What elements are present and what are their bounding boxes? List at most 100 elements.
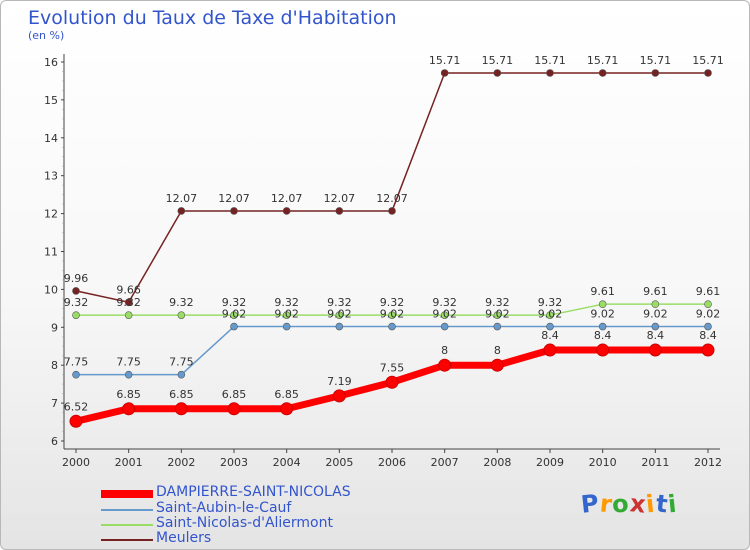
data-label: 9.02 [485,308,510,321]
data-point [648,343,662,357]
x-tick-label: 2009 [536,456,564,469]
data-label: 9.32 [485,296,510,309]
data-label: 12.07 [271,192,303,205]
proxiti-logo: Proxiti [580,489,679,519]
data-point [282,311,291,319]
data-label: 15.71 [640,54,672,67]
y-tick-label: 12 [44,208,58,221]
data-label: 9.32 [222,296,247,309]
data-label: 15.71 [534,54,566,67]
data-point [388,311,396,319]
data-label: 8.4 [699,329,717,342]
x-tick-label: 2007 [431,456,459,469]
data-point [543,343,557,357]
data-point [227,402,241,416]
y-tick-label: 15 [44,94,58,107]
data-label: 7.55 [380,361,405,374]
data-point [69,414,83,428]
data-label: 12.07 [324,192,356,205]
y-tick-label: 13 [44,170,58,183]
data-label: 9.61 [643,285,668,298]
data-label: 9.32 [64,296,89,309]
data-label: 6.85 [169,388,194,401]
chart-title: Evolution du Taux de Taxe d'Habitation [28,7,397,29]
series-line [75,72,708,304]
data-label: 6.85 [274,388,299,401]
data-point [598,322,607,331]
data-label: 9.66 [116,283,141,296]
legend-label: DAMPIERRE-SAINT-NICOLAS [156,484,351,500]
data-point [438,358,452,372]
data-point [651,300,660,308]
data-label: 8 [494,344,501,357]
data-point [177,311,186,319]
data-point [335,322,344,331]
data-point [72,311,80,319]
x-tick-label: 2004 [273,456,301,469]
data-label: 9.61 [696,285,721,298]
data-point [72,370,80,379]
data-point [230,311,238,319]
data-point [598,69,607,77]
data-point [332,389,346,403]
data-label: 9.02 [432,308,457,321]
data-point [174,402,188,416]
data-point [490,358,504,372]
data-point [177,370,186,379]
data-point [124,370,133,379]
y-tick-label: 11 [44,246,58,259]
data-label: 6.85 [222,388,247,401]
data-label: 8.4 [594,329,612,342]
legend-label: Saint-Aubin-le-Cauf [156,500,292,516]
data-label: 9.02 [380,308,405,321]
x-tick-label: 2000 [62,456,90,469]
x-tick-label: 2010 [589,456,617,469]
data-point [72,287,80,295]
logo-letter: i [666,489,679,519]
data-point [177,207,186,215]
data-label: 7.19 [327,375,352,388]
data-label: 15.71 [692,54,724,67]
data-point [701,343,715,357]
data-label: 6.52 [64,400,89,413]
data-label: 7.75 [169,356,194,369]
data-label: 9.32 [538,296,563,309]
data-point [651,69,660,77]
x-tick-label: 2008 [483,456,511,469]
data-label: 9.02 [538,308,563,321]
data-label: 12.07 [218,192,250,205]
data-point [388,207,396,215]
legend-swatch [101,509,153,511]
data-point [596,343,610,357]
data-label: 15.71 [429,54,461,67]
line-chart: 6 7 8 9 10 11 12 13 14 15 16 2000 2001 2002 2003 2004 20… [44,54,724,469]
legend-label: Saint-Nicolas-d'Aliermont [156,515,333,531]
data-label: 9.02 [222,308,247,321]
data-label: 9.61 [590,285,615,298]
data-point [385,375,399,389]
data-label: 7.75 [64,356,89,369]
data-point [704,69,712,77]
data-label: 8.4 [541,329,559,342]
data-point [493,311,502,319]
data-point [704,300,712,308]
y-tick-label: 6 [51,435,58,448]
data-point [388,322,396,331]
data-label: 12.07 [376,192,408,205]
y-tick-label: 7 [51,397,58,410]
data-label: 9.32 [274,296,299,309]
data-point [704,322,712,331]
data-label: 9.32 [169,296,194,309]
data-point [440,322,449,331]
x-tick-label: 2002 [167,456,195,469]
data-point [230,207,238,215]
legend-swatch [101,490,153,498]
data-point [651,322,660,331]
data-label: 9.96 [64,272,89,285]
data-point [280,402,294,416]
data-label: 9.02 [274,308,299,321]
y-tick-label: 16 [44,56,58,69]
x-tick-label: 2006 [378,456,406,469]
data-point [546,322,554,331]
data-label: 9.02 [327,308,352,321]
